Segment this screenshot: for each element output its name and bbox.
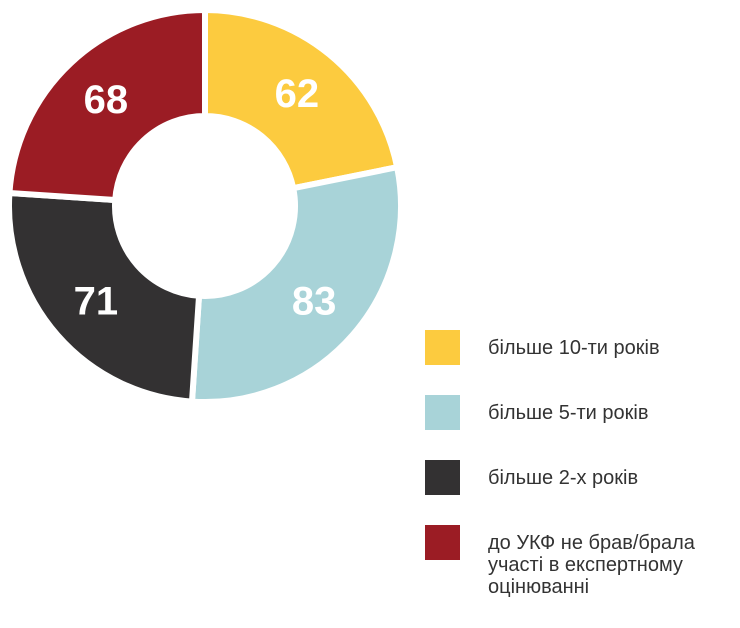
legend-item: більше 10-ти років [425, 330, 728, 365]
legend-label: до УКФ не брав/брала участі в експертном… [488, 532, 695, 598]
legend-label: більше 5-ти років [488, 402, 649, 424]
legend-label: більше 10-ти років [488, 337, 660, 359]
legend-label: більше 2-х років [488, 467, 639, 489]
donut-slice [6, 6, 208, 204]
legend-swatch [425, 460, 460, 495]
legend: більше 10-ти років більше 5-ти років більш… [425, 330, 728, 628]
donut-slice [188, 163, 404, 405]
donut-slice [6, 189, 203, 405]
data-label: 71 [74, 280, 119, 324]
donut-slice [202, 6, 401, 192]
legend-swatch [425, 395, 460, 430]
legend-swatch [425, 525, 460, 560]
data-label: 83 [292, 280, 337, 324]
data-label: 68 [84, 78, 129, 122]
legend-item: більше 5-ти років [425, 395, 728, 430]
data-label: 62 [275, 72, 320, 116]
legend-swatch [425, 330, 460, 365]
legend-item: до УКФ не брав/брала участі в експертном… [425, 525, 728, 598]
page: {"chart_data": {"type": "donut", "catego… [6, 6, 695, 598]
legend-item: більше 2-х років [425, 460, 728, 495]
chart: 62 83 71 68 [6, 6, 404, 405]
